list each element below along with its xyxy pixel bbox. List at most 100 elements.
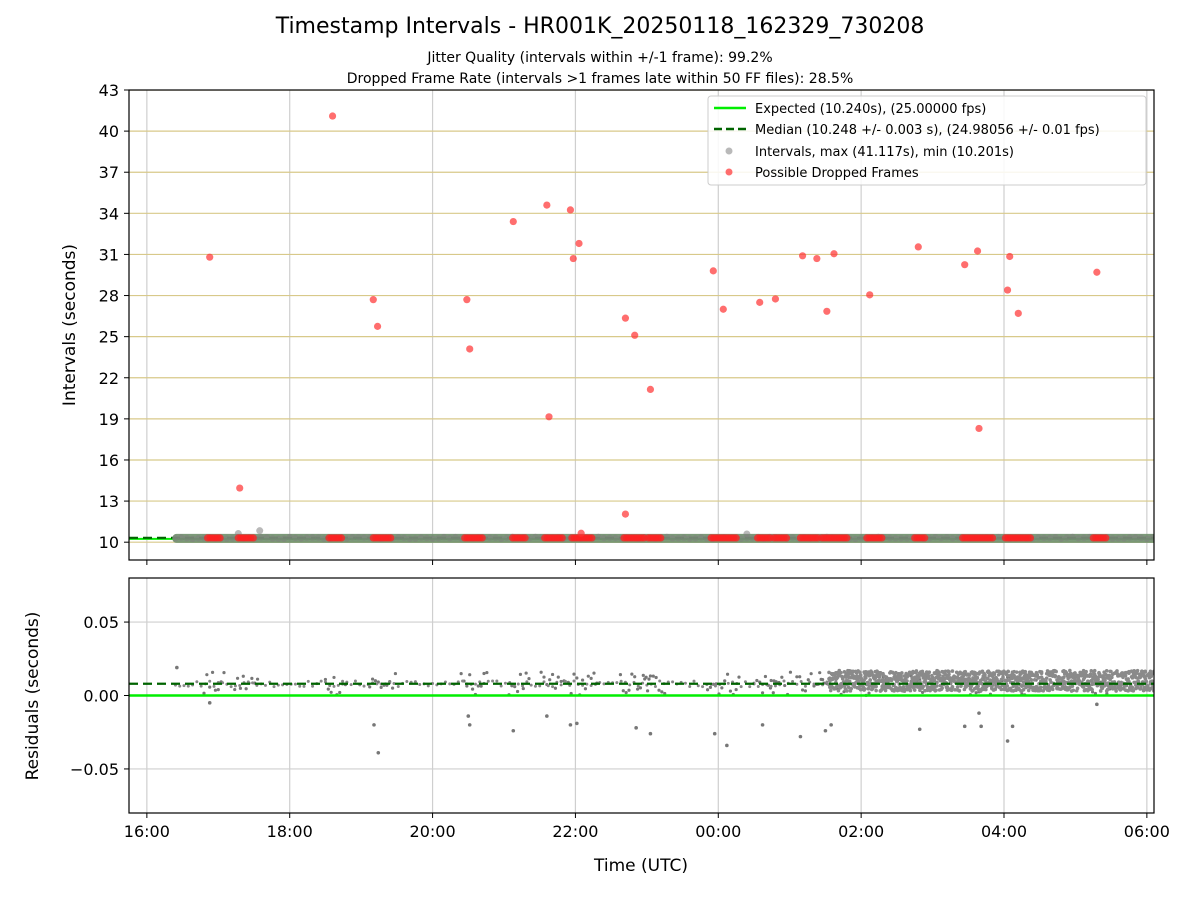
interval-point [256, 527, 264, 535]
interval-point [355, 534, 362, 541]
residual-point [233, 684, 237, 688]
residual-point [241, 674, 245, 678]
x-axis-label: Time (UTC) [593, 856, 688, 876]
interval-point [937, 534, 945, 542]
residual-point [1035, 673, 1040, 677]
residual-point [917, 675, 921, 680]
residual-point [739, 685, 743, 689]
interval-point [257, 534, 265, 541]
interval-point [897, 535, 905, 542]
residual-point [589, 676, 593, 680]
residual-point [658, 679, 662, 683]
residual-point [1047, 688, 1052, 693]
residual-point [542, 680, 546, 684]
dropped-frame-point [575, 239, 583, 248]
interval-point [1080, 534, 1088, 541]
residual-point [798, 734, 803, 739]
residual-point [1001, 675, 1005, 680]
residuals-reference-lines [129, 682, 1154, 697]
x-tick-label: 20:00 [410, 822, 456, 841]
residual-point [692, 679, 696, 683]
residual-point [935, 680, 939, 685]
residual-point [1110, 675, 1114, 680]
dropped-frame-point [521, 534, 529, 542]
residual-point [712, 731, 717, 736]
residual-point [985, 676, 990, 681]
residual-point [485, 670, 489, 675]
residual-point [495, 679, 499, 683]
x-tick-label: 18:00 [267, 822, 313, 841]
dropped-frame-point [216, 534, 224, 542]
residuals-x-ticks: 16:00 18:00 20:00 22:00 00:00 02:00 04:00 06:00 [124, 813, 1170, 841]
interval-point [1143, 535, 1151, 542]
residual-point [624, 691, 628, 695]
residual-point [984, 687, 988, 692]
residual-point [1092, 668, 1097, 673]
dropped-frame-point [988, 534, 997, 542]
residual-point [723, 679, 727, 683]
residual-point [840, 677, 845, 681]
dropped-frame-point [369, 296, 377, 304]
dropped-frame-point [798, 252, 807, 260]
residual-point [546, 684, 550, 688]
residual-point [1127, 679, 1131, 684]
residual-point [905, 679, 909, 683]
intervals-y-tick-label: 16 [99, 451, 119, 470]
residual-point [592, 671, 596, 675]
residual-point [1013, 688, 1017, 692]
residual-point [935, 684, 939, 688]
residual-point [908, 688, 913, 693]
interval-point [680, 534, 688, 541]
residual-point [627, 688, 631, 692]
residual-point [992, 671, 997, 676]
dropped-frame-point [328, 112, 337, 120]
residual-point [945, 684, 950, 689]
residual-point [696, 684, 700, 688]
residual-point [572, 672, 576, 676]
interval-point [315, 534, 322, 541]
residual-point [575, 676, 579, 680]
intervals-y-tick-label: 40 [99, 122, 119, 141]
residual-point [542, 675, 546, 679]
residual-point [949, 688, 954, 693]
residual-point [538, 684, 542, 688]
interval-point [612, 534, 619, 542]
interval-point [1149, 534, 1154, 541]
residual-point [1104, 669, 1109, 673]
interval-point [789, 534, 796, 541]
residual-point [306, 679, 310, 683]
residual-point [769, 678, 773, 683]
interval-point [1137, 534, 1145, 542]
dropped-frame-point [206, 253, 214, 261]
residual-point [1044, 676, 1049, 680]
residual-point [1039, 671, 1044, 676]
dropped-frame-point [878, 534, 886, 542]
interval-point [177, 534, 185, 541]
residual-point [725, 672, 730, 676]
residual-point [426, 684, 430, 688]
residual-point [207, 701, 212, 705]
residual-point [932, 678, 937, 683]
residual-point [1005, 684, 1010, 688]
dropped-frame-point [337, 534, 346, 542]
residual-point [920, 690, 925, 694]
residual-point [553, 686, 558, 690]
residual-point [212, 684, 216, 688]
residual-point [580, 678, 585, 682]
intervals-y-tick-label: 10 [99, 533, 119, 552]
residual-point [238, 686, 243, 690]
dropped-frame-point [1003, 286, 1012, 294]
residual-point [847, 679, 852, 684]
residual-point [647, 677, 651, 681]
residual-point [795, 675, 799, 679]
residual-point [900, 671, 904, 675]
residual-point [499, 684, 503, 688]
residual-point [634, 726, 638, 730]
residual-point [975, 675, 980, 680]
residual-point [349, 683, 353, 687]
residual-point [476, 684, 480, 688]
residual-point [175, 665, 179, 670]
interval-point [1132, 534, 1139, 541]
residual-point [957, 689, 962, 693]
residual-point [967, 673, 972, 677]
